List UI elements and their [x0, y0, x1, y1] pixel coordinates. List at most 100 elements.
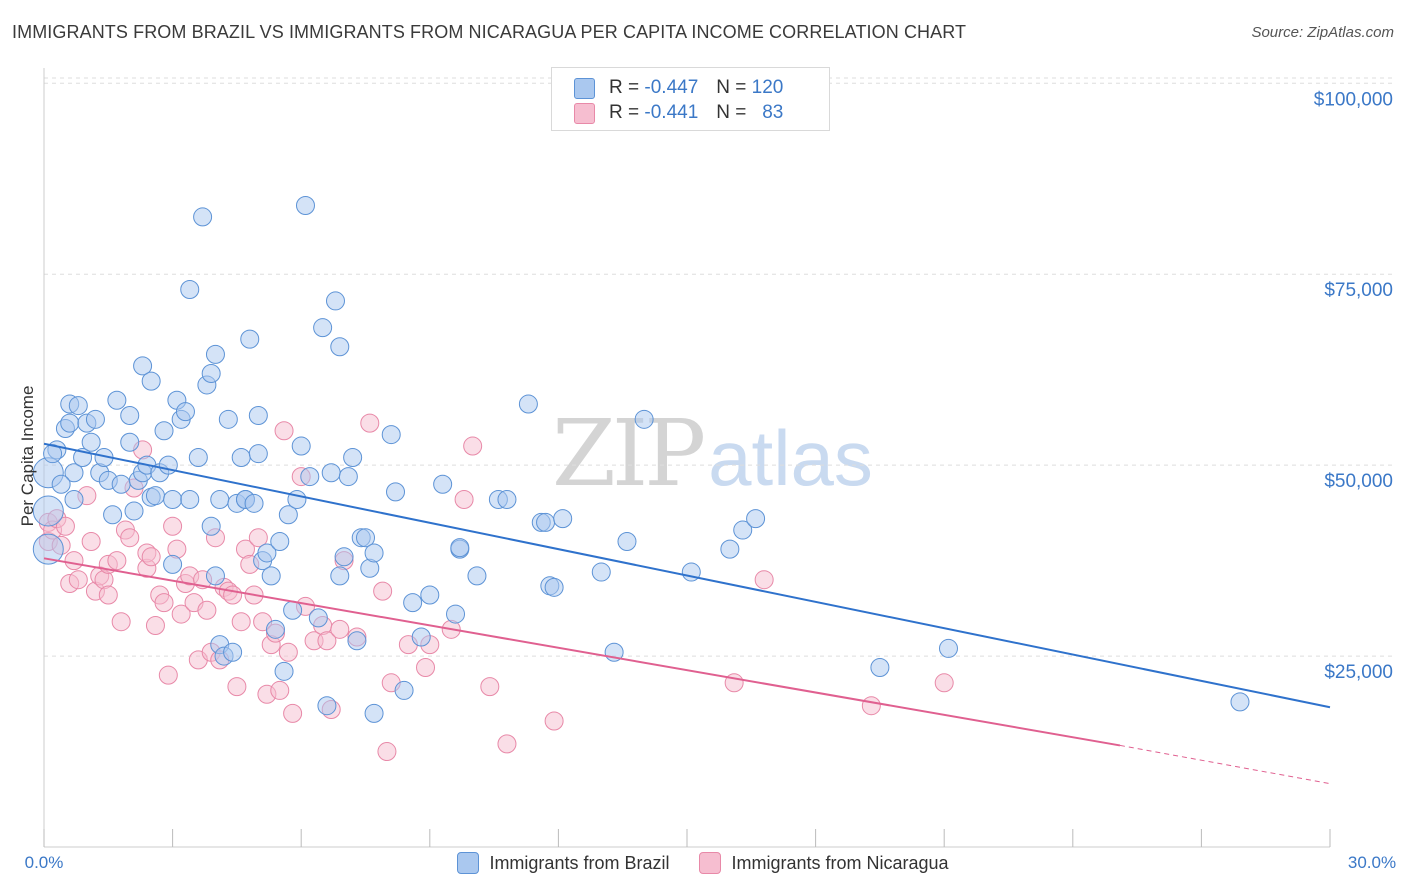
brazil-point — [420, 585, 440, 605]
nicaragua-point — [107, 551, 127, 571]
brazil-point — [553, 509, 573, 529]
brazil-point — [175, 402, 195, 422]
brazil-point — [746, 509, 766, 529]
brazil-point — [317, 696, 337, 716]
y-axis-label: Per Capita Income — [18, 386, 37, 527]
brazil-point — [1230, 692, 1250, 712]
brazil-point — [244, 493, 264, 513]
legend-swatch-brazil — [574, 77, 595, 99]
brazil-point — [188, 448, 208, 467]
brazil-point — [938, 638, 958, 658]
watermark-atlas: atlas — [708, 414, 873, 502]
nicaragua-point — [158, 665, 178, 685]
brazil-point — [81, 432, 101, 452]
brazil-point — [356, 528, 375, 548]
brazil-point — [870, 658, 890, 678]
brazil-point — [218, 409, 238, 429]
brazil-point — [64, 490, 84, 510]
nicaragua-point — [55, 516, 75, 536]
brazil-point — [163, 554, 183, 574]
axis-labels: $25,000 $50,000 $75,000 $100,000 0.0% 30.0% Pe… — [18, 89, 1396, 872]
brazil-point — [733, 520, 753, 540]
nicaragua-point — [141, 547, 161, 567]
brazil-point — [617, 532, 637, 552]
nicaragua-point — [68, 570, 88, 590]
legend-row-brazil: R = -0.447 N = 120 — [574, 76, 783, 100]
brazil-point — [295, 195, 315, 215]
nicaragua-point — [154, 593, 174, 613]
y-tick-label: $100,000 — [1314, 89, 1393, 110]
brazil-point — [32, 533, 64, 565]
y-tick-label: $75,000 — [1324, 280, 1393, 301]
brazil-point — [364, 703, 384, 723]
legend-label-nicaragua: Immigrants from Nicaragua — [731, 852, 949, 873]
nicaragua-point — [81, 532, 101, 552]
legend-swatch-nicaragua — [574, 102, 595, 124]
brazil-point — [338, 467, 358, 487]
legend-n-value: 120 — [751, 77, 784, 98]
brazil-point — [103, 505, 123, 525]
brazil-point — [394, 680, 414, 700]
brazil-point — [386, 482, 406, 502]
nicaragua-point — [171, 604, 191, 624]
brazil-point — [720, 539, 740, 559]
brazil-point — [287, 490, 307, 510]
legend-swatch-nicaragua — [699, 852, 722, 874]
nicaragua-trend-extension — [1119, 744, 1331, 785]
brazil-point — [270, 532, 290, 552]
brazil-point — [51, 474, 71, 494]
nicaragua-point — [360, 413, 380, 433]
nicaragua-point — [283, 703, 303, 723]
nicaragua-point — [480, 677, 500, 697]
brazil-point — [205, 344, 225, 364]
nicaragua-point — [278, 642, 298, 662]
correlation-legend: R = -0.447 N = 120 R = -0.441 N = 83 — [551, 67, 830, 131]
brazil-point — [111, 474, 131, 494]
brazil-point — [313, 318, 333, 338]
brazil-point — [64, 463, 84, 483]
brazil-point — [330, 337, 350, 357]
brazil-point — [364, 543, 384, 563]
nicaragua-point — [317, 631, 337, 651]
nicaragua-point — [227, 677, 247, 697]
nicaragua-point — [163, 516, 183, 536]
brazil-point — [145, 486, 165, 506]
nicaragua-points — [38, 413, 954, 762]
brazil-point — [450, 538, 470, 558]
brazil-point — [283, 600, 303, 620]
nicaragua-trend-line — [43, 557, 1121, 747]
brazil-point — [68, 396, 88, 416]
legend-swatch-brazil — [457, 852, 480, 874]
brazil-point — [591, 562, 611, 582]
brazil-point — [381, 425, 401, 445]
brazil-point — [163, 490, 183, 510]
brazil-point — [133, 356, 153, 376]
nicaragua-point — [197, 600, 217, 620]
nicaragua-point — [497, 734, 517, 754]
brazil-point — [265, 619, 285, 639]
brazil-trend-line — [43, 442, 1331, 709]
brazil-points — [32, 195, 1250, 723]
brazil-point — [330, 566, 350, 586]
nicaragua-point — [454, 490, 474, 510]
legend-label-brazil: Immigrants from Brazil — [489, 852, 670, 873]
legend-item-nicaragua[interactable]: Immigrants from Nicaragua — [699, 852, 949, 874]
x-tick-label: 30.0% — [1348, 853, 1396, 872]
brazil-point — [518, 394, 538, 414]
nicaragua-point — [145, 616, 165, 636]
brazil-point — [201, 516, 221, 536]
legend-r-value: -0.441 — [644, 102, 699, 123]
brazil-point — [257, 543, 277, 563]
nicaragua-point — [377, 742, 397, 762]
brazil-point — [201, 363, 221, 383]
brazil-point — [85, 409, 105, 429]
y-tick-label: $50,000 — [1324, 471, 1393, 492]
brazil-point — [634, 409, 654, 429]
brazil-point — [411, 627, 431, 647]
brazil-point — [210, 490, 230, 510]
legend-r-value: -0.447 — [644, 77, 699, 98]
brazil-point — [278, 505, 298, 525]
legend-item-brazil[interactable]: Immigrants from Brazil — [457, 852, 669, 874]
nicaragua-point — [231, 612, 251, 632]
